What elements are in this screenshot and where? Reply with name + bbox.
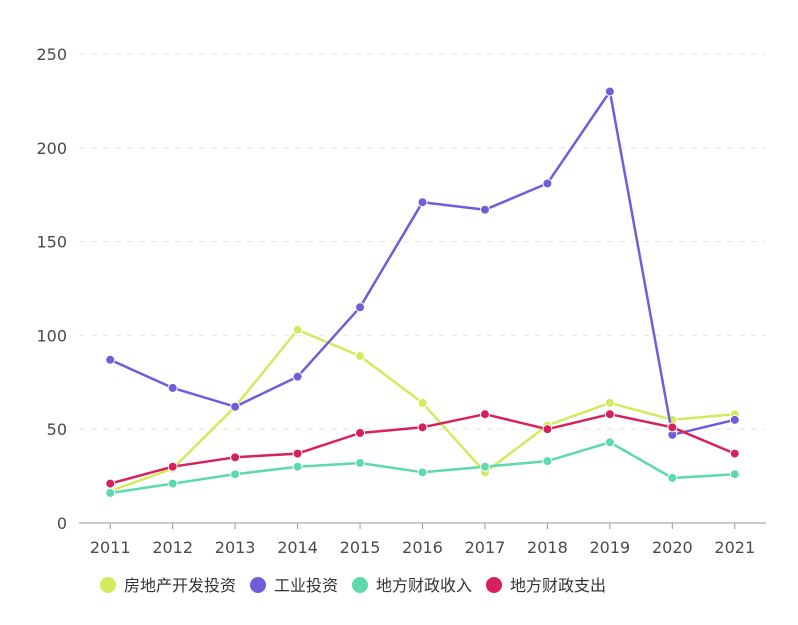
y-axis: 0 50 100 150 200 250 bbox=[36, 45, 67, 533]
data-point[interactable] bbox=[729, 414, 740, 425]
legend-label: 地方财政收入 bbox=[376, 576, 472, 595]
series-line bbox=[109, 90, 736, 437]
y-tick-label: 250 bbox=[36, 45, 67, 64]
data-point[interactable] bbox=[417, 422, 428, 433]
data-point[interactable] bbox=[542, 456, 553, 467]
y-tick-label: 100 bbox=[36, 326, 67, 345]
series-group bbox=[105, 86, 740, 498]
data-point[interactable] bbox=[355, 302, 366, 313]
x-tick-label: 2015 bbox=[340, 538, 381, 557]
data-point[interactable] bbox=[604, 437, 615, 448]
legend-marker-icon bbox=[486, 577, 502, 593]
legend-marker-icon bbox=[100, 577, 116, 593]
y-tick-label: 50 bbox=[47, 420, 67, 439]
x-tick-label: 2013 bbox=[215, 538, 256, 557]
series-line bbox=[109, 328, 735, 493]
data-point[interactable] bbox=[292, 448, 303, 459]
data-point[interactable] bbox=[604, 86, 615, 97]
legend-label: 地方财政支出 bbox=[510, 576, 606, 595]
series-3 bbox=[105, 409, 740, 489]
data-point[interactable] bbox=[355, 427, 366, 438]
data-point[interactable] bbox=[292, 461, 303, 472]
data-point[interactable] bbox=[230, 469, 241, 480]
grid-lines bbox=[79, 53, 766, 430]
data-point[interactable] bbox=[292, 324, 303, 335]
data-point[interactable] bbox=[542, 424, 553, 435]
x-tick-label: 2017 bbox=[465, 538, 506, 557]
legend-label: 工业投资 bbox=[274, 576, 338, 595]
data-point[interactable] bbox=[604, 409, 615, 420]
data-point[interactable] bbox=[417, 467, 428, 478]
series-2 bbox=[105, 437, 740, 498]
data-point[interactable] bbox=[417, 197, 428, 208]
x-tick-label: 2018 bbox=[527, 538, 568, 557]
x-tick-label: 2014 bbox=[277, 538, 318, 557]
y-tick-label: 150 bbox=[36, 233, 67, 252]
data-point[interactable] bbox=[417, 397, 428, 408]
legend-item-0[interactable]: 房地产开发投资 bbox=[100, 576, 236, 595]
data-point[interactable] bbox=[667, 422, 678, 433]
data-point[interactable] bbox=[230, 401, 241, 412]
x-tick-label: 2011 bbox=[90, 538, 131, 557]
data-point[interactable] bbox=[105, 478, 116, 489]
y-tick-label: 200 bbox=[36, 139, 67, 158]
y-tick-label: 0 bbox=[57, 514, 67, 533]
data-point[interactable] bbox=[167, 382, 178, 393]
legend-marker-icon bbox=[250, 577, 266, 593]
x-tick-label: 2016 bbox=[402, 538, 443, 557]
data-point[interactable] bbox=[479, 409, 490, 420]
legend-item-2[interactable]: 地方财政收入 bbox=[352, 576, 472, 595]
data-point[interactable] bbox=[230, 452, 241, 463]
data-point[interactable] bbox=[105, 354, 116, 365]
x-axis: 2011 2012 2013 2014 2015 2016 2017 2018 2019 2020… bbox=[90, 523, 755, 557]
data-point[interactable] bbox=[355, 351, 366, 362]
data-point[interactable] bbox=[292, 371, 303, 382]
legend-marker-icon bbox=[352, 577, 368, 593]
data-point[interactable] bbox=[729, 448, 740, 459]
legend-item-1[interactable]: 工业投资 bbox=[250, 576, 338, 595]
data-point[interactable] bbox=[105, 487, 116, 498]
data-point[interactable] bbox=[479, 204, 490, 215]
legend-label: 房地产开发投资 bbox=[124, 576, 236, 595]
x-tick-label: 2020 bbox=[652, 538, 693, 557]
data-point[interactable] bbox=[729, 469, 740, 480]
legend-item-3[interactable]: 地方财政支出 bbox=[486, 576, 606, 595]
data-point[interactable] bbox=[604, 397, 615, 408]
x-tick-label: 2021 bbox=[714, 538, 755, 557]
data-point[interactable] bbox=[355, 457, 366, 468]
data-point[interactable] bbox=[167, 478, 178, 489]
legend: 房地产开发投资 工业投资 地方财政收入 地方财政支出 bbox=[100, 576, 606, 595]
data-point[interactable] bbox=[667, 472, 678, 483]
data-point[interactable] bbox=[479, 461, 490, 472]
series-1 bbox=[105, 86, 740, 440]
data-point[interactable] bbox=[542, 178, 553, 189]
x-tick-label: 2019 bbox=[590, 538, 631, 557]
x-tick-label: 2012 bbox=[152, 538, 193, 557]
data-point[interactable] bbox=[167, 461, 178, 472]
